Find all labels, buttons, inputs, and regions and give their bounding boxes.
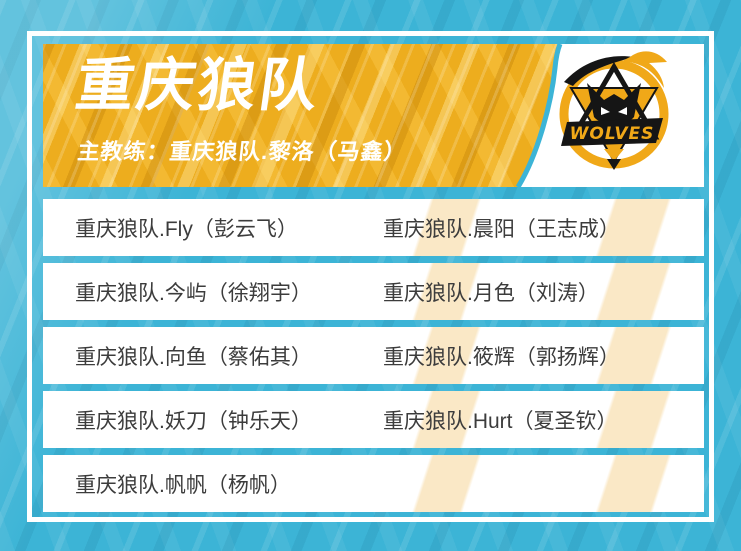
team-logo-panel: WOLVES	[515, 44, 704, 187]
roster-row: 重庆狼队.Fly（彭云飞） 重庆狼队.晨阳（王志成）	[43, 199, 704, 256]
logo-eye-right	[618, 107, 627, 115]
player-name-left: 重庆狼队.帆帆（杨帆）	[75, 473, 291, 497]
player-name-right: 重庆狼队.Hurt（夏圣钦）	[383, 409, 618, 433]
team-header: 重庆狼队 主教练：重庆狼队.黎洛（马鑫）	[43, 44, 704, 187]
roster-row: 重庆狼队.向鱼（蔡佑其） 重庆狼队.筱辉（郭扬辉）	[43, 327, 704, 384]
player-name-right: 重庆狼队.月色（刘涛）	[383, 281, 599, 305]
wolves-logo-icon: WOLVES	[559, 51, 669, 170]
player-name-left: 重庆狼队.今屿（徐翔宇）	[75, 281, 312, 305]
card-frame: 重庆狼队 主教练：重庆狼队.黎洛（马鑫）	[27, 31, 714, 522]
logo-tip-gold	[604, 149, 624, 161]
coach-line: 主教练：重庆狼队.黎洛（马鑫）	[76, 139, 408, 164]
logo-panel-curve-line	[515, 44, 563, 187]
logo-wordmark: WOLVES	[570, 124, 655, 144]
player-name-left: 重庆狼队.妖刀（钟乐天）	[75, 409, 312, 433]
logo-face	[587, 83, 641, 125]
team-name-title: 重庆狼队	[71, 53, 325, 118]
logo-eye-left	[601, 107, 610, 115]
player-name-right: 重庆狼队.筱辉（郭扬辉）	[383, 345, 620, 369]
roster-row: 重庆狼队.帆帆（杨帆）	[43, 455, 704, 512]
logo-banner	[561, 118, 663, 146]
roster-row: 重庆狼队.妖刀（钟乐天） 重庆狼队.Hurt（夏圣钦）	[43, 391, 704, 448]
logo-tip-black	[607, 159, 621, 170]
logo-mane-swoosh	[564, 56, 634, 86]
player-name-right: 重庆狼队.晨阳（王志成）	[383, 217, 620, 241]
logo-wolf-head	[622, 51, 667, 88]
player-name-left: 重庆狼队.Fly（彭云飞）	[75, 217, 298, 241]
roster-list: 重庆狼队.Fly（彭云飞） 重庆狼队.晨阳（王志成） 重庆狼队.今屿（徐翔宇） 重庆狼…	[43, 199, 704, 513]
player-name-left: 重庆狼队.向鱼（蔡佑其）	[75, 345, 312, 369]
roster-row: 重庆狼队.今屿（徐翔宇） 重庆狼队.月色（刘涛）	[43, 263, 704, 320]
